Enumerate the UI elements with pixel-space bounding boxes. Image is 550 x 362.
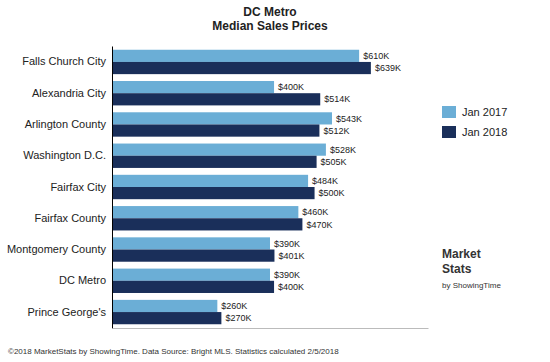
data-label: $390K xyxy=(274,270,300,280)
bar xyxy=(112,312,221,324)
data-label: $400K xyxy=(278,282,304,292)
data-label: $610K xyxy=(363,51,389,61)
y-tick: Falls Church City xyxy=(22,55,106,67)
data-label: $484K xyxy=(312,176,338,186)
data-label: $460K xyxy=(302,207,328,217)
bar xyxy=(112,93,320,105)
y-tick: Fairfax County xyxy=(34,212,106,224)
bar xyxy=(112,250,274,262)
legend-swatch xyxy=(442,126,456,138)
chart: DC MetroMedian Sales Prices $260K $390K $39… xyxy=(0,0,550,362)
bar xyxy=(112,206,298,218)
bar xyxy=(112,81,274,93)
bars xyxy=(112,50,371,324)
data-label: $528K xyxy=(330,145,356,155)
y-tick: Arlington County xyxy=(25,118,107,130)
y-axis: Prince George's DC Metro Montgomery County… xyxy=(7,47,113,329)
footer: ©2018 MarketStats by ShowingTime. Data S… xyxy=(8,347,339,356)
y-tick: Prince George's xyxy=(27,306,106,318)
data-label: $505K xyxy=(321,157,347,167)
legend-item: Jan 2017 xyxy=(442,106,507,118)
data-labels: $260K $390K $390K $460K $484K $528K $543K $400K… xyxy=(221,51,401,323)
legend-label: Jan 2017 xyxy=(462,106,507,118)
data-label: $514K xyxy=(324,94,350,104)
y-tick-label: Montgomery County xyxy=(7,243,107,255)
x-axis xyxy=(113,328,429,329)
y-tick-label: Prince George's xyxy=(27,306,106,318)
bar xyxy=(112,50,359,62)
y-tick: DC Metro xyxy=(59,274,106,286)
y-tick: Fairfax City xyxy=(50,181,106,193)
bar xyxy=(112,156,317,168)
bar xyxy=(112,112,332,124)
data-label: $390K xyxy=(274,239,300,249)
x-axis-line xyxy=(113,328,429,329)
bar xyxy=(112,187,315,199)
bar xyxy=(112,124,319,136)
y-tick: Montgomery County xyxy=(7,243,107,255)
credit: Stats xyxy=(442,262,472,276)
data-label: $260K xyxy=(221,301,247,311)
legend: Jan 2017 Jan 2018 xyxy=(442,106,507,138)
bar xyxy=(112,144,326,156)
bar xyxy=(112,175,308,187)
legend-label: Jan 2018 xyxy=(462,126,507,138)
data-label: $543K xyxy=(336,114,362,124)
credit: by ShowingTime xyxy=(442,281,501,290)
bar xyxy=(112,62,371,74)
y-tick: Washington D.C. xyxy=(23,149,106,161)
bar xyxy=(112,300,217,312)
data-label: $400K xyxy=(278,82,304,92)
y-tick-label: Alexandria City xyxy=(32,87,106,99)
credit: Market xyxy=(442,247,481,261)
y-tick-label: Fairfax County xyxy=(34,212,106,224)
bar xyxy=(112,237,270,249)
data-label: $470K xyxy=(306,220,332,230)
y-tick-label: Falls Church City xyxy=(22,55,106,67)
data-label: $270K xyxy=(225,313,251,323)
y-tick-label: Washington D.C. xyxy=(23,149,106,161)
legend-item: Jan 2018 xyxy=(442,126,507,138)
data-label: $401K xyxy=(278,251,304,261)
data-label: $500K xyxy=(319,188,345,198)
bar xyxy=(112,281,274,293)
y-tick: Alexandria City xyxy=(32,87,106,99)
data-label: $512K xyxy=(323,126,349,136)
y-tick-label: Fairfax City xyxy=(50,181,106,193)
title: DC MetroMedian Sales Prices xyxy=(212,5,328,33)
bar xyxy=(112,218,302,230)
y-axis-line xyxy=(112,47,113,329)
data-label: $639K xyxy=(375,63,401,73)
bar xyxy=(112,269,270,281)
y-tick-label: Arlington County xyxy=(25,118,107,130)
legend-swatch xyxy=(442,106,456,118)
y-tick-label: DC Metro xyxy=(59,274,106,286)
